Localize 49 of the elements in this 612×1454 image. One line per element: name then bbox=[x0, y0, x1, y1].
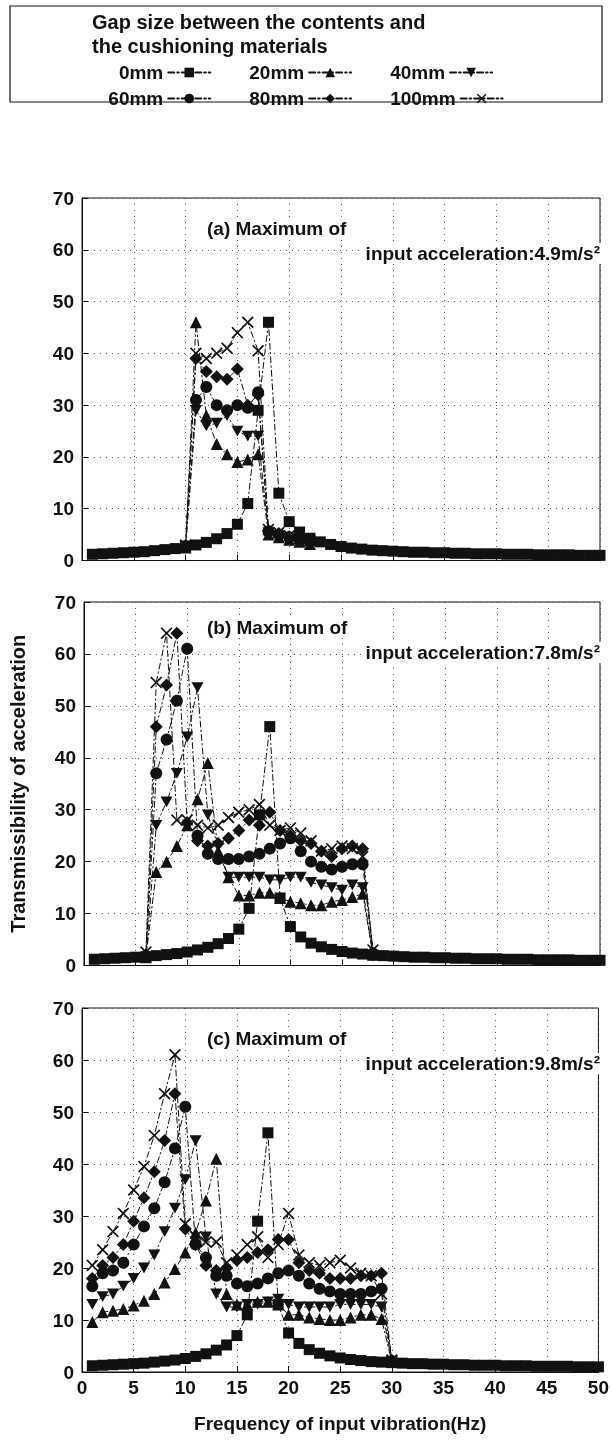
annotation: input acceleration:9.8m/s² bbox=[365, 1053, 600, 1074]
y-tick-label: 60 bbox=[54, 643, 76, 665]
x-axis-title: Frequency of input vibration(Hz) bbox=[194, 1413, 487, 1434]
y-tick-label: 50 bbox=[52, 291, 74, 313]
annotation: input acceleration:4.9m/s² bbox=[365, 243, 600, 264]
y-tick-label: 50 bbox=[54, 695, 76, 717]
legend-label: 0mm bbox=[118, 62, 164, 83]
legend-title: Gap size between the contents and the cushioning materials bbox=[92, 11, 431, 57]
y-tick-label: 70 bbox=[52, 187, 74, 209]
y-tick-label: 40 bbox=[52, 342, 74, 364]
legend-label: 60mm bbox=[108, 88, 164, 109]
y-tick-label: 10 bbox=[54, 903, 76, 925]
annotation: (c) Maximum of bbox=[207, 1028, 348, 1049]
x-tick-label: 30 bbox=[381, 1377, 403, 1398]
y-tick-label: 20 bbox=[54, 851, 76, 873]
y-tick-label: 0 bbox=[63, 550, 74, 571]
legend-label: 100mm bbox=[390, 88, 456, 109]
x-tick-label: 15 bbox=[226, 1377, 248, 1398]
y-tick-label: 60 bbox=[52, 1049, 74, 1071]
y-axis-title: Transmissibility of acceleration bbox=[7, 634, 29, 933]
y-tick-label: 10 bbox=[52, 1309, 74, 1331]
y-tick-label: 40 bbox=[54, 747, 76, 769]
x-tick-label: 45 bbox=[536, 1377, 558, 1398]
annotation: (a) Maximum of bbox=[207, 218, 348, 239]
x-tick-label: 20 bbox=[278, 1377, 300, 1398]
x-tick-label: 35 bbox=[432, 1377, 455, 1398]
y-tick-label: 30 bbox=[54, 799, 76, 821]
y-tick-label: 50 bbox=[52, 1101, 74, 1123]
x-tick-label: 40 bbox=[484, 1377, 506, 1398]
annotation: input acceleration:7.8m/s² bbox=[365, 642, 600, 663]
y-tick-label: 20 bbox=[52, 446, 74, 468]
y-tick-label: 60 bbox=[52, 239, 74, 261]
y-tick-label: 30 bbox=[52, 394, 74, 416]
y-tick-label: 0 bbox=[63, 1361, 74, 1383]
y-tick-label: 30 bbox=[52, 1205, 74, 1227]
y-tick-label: 70 bbox=[54, 591, 76, 613]
legend-label: 80mm bbox=[249, 88, 305, 109]
annotation: (b) Maximum of bbox=[207, 617, 349, 638]
legend-label: 20mm bbox=[249, 62, 305, 83]
y-tick-label: 0 bbox=[65, 955, 76, 976]
y-tick-label: 40 bbox=[52, 1153, 74, 1175]
x-tick-label: 50 bbox=[587, 1377, 609, 1398]
y-tick-label: 70 bbox=[52, 997, 74, 1019]
x-tick-label: 5 bbox=[128, 1377, 140, 1398]
y-tick-label: 20 bbox=[52, 1257, 74, 1279]
y-tick-label: 10 bbox=[52, 498, 74, 520]
legend-label: 40mm bbox=[390, 62, 446, 83]
x-tick-label: 10 bbox=[174, 1377, 196, 1398]
x-tick-label: 25 bbox=[329, 1377, 352, 1398]
